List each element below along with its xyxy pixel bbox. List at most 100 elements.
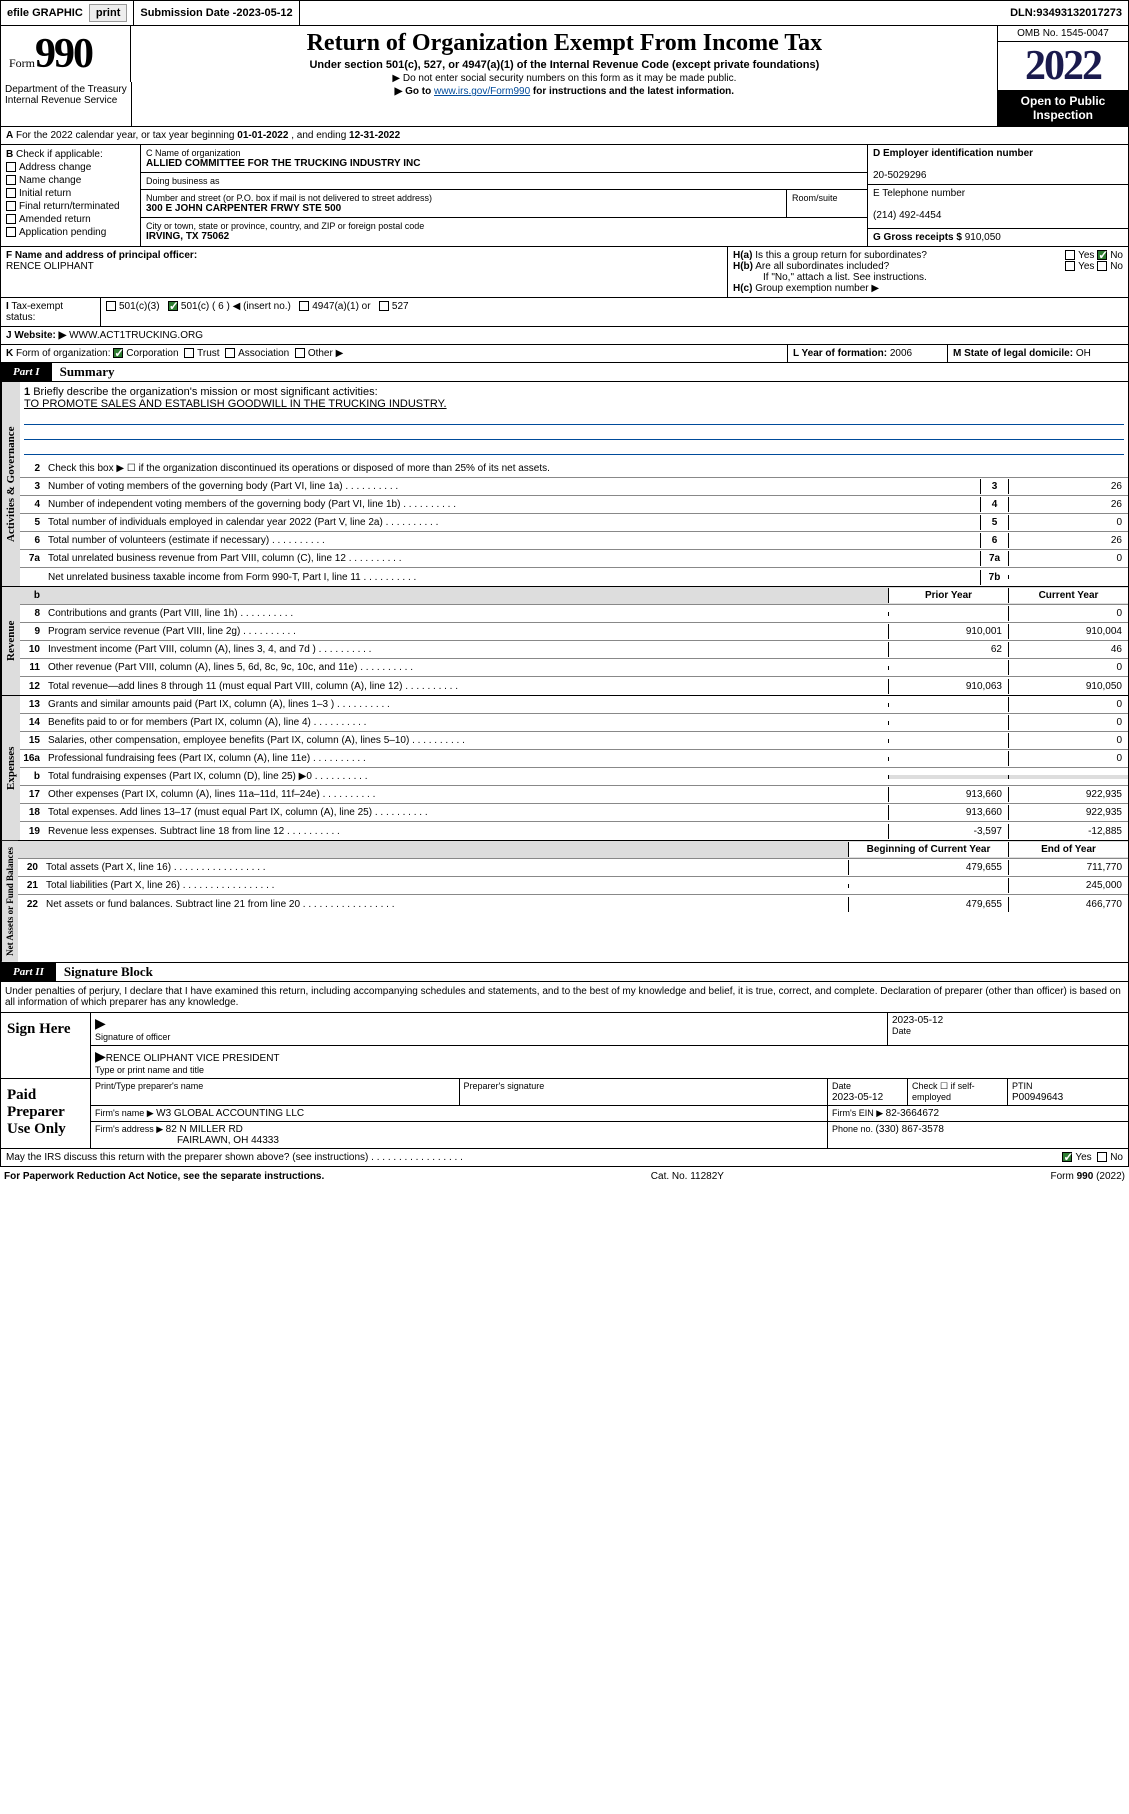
checkbox-name-change[interactable]: [6, 175, 16, 185]
part2-title: Signature Block: [56, 964, 153, 980]
revenue-block: Revenue b Prior Year Current Year 8Contr…: [0, 587, 1129, 696]
ptin-value: P00949643: [1012, 1092, 1063, 1103]
firm-address: 82 N MILLER RD: [166, 1124, 243, 1135]
ha-yes[interactable]: [1065, 250, 1075, 260]
part1-title: Summary: [52, 364, 115, 380]
title-block: Return of Organization Exempt From Incom…: [132, 26, 998, 126]
te-527[interactable]: [379, 301, 389, 311]
table-row: 20Total assets (Part X, line 16)479,6557…: [18, 859, 1128, 877]
activities-governance-block: Activities & Governance 1 Briefly descri…: [0, 382, 1129, 587]
discuss-yes[interactable]: [1062, 1152, 1072, 1162]
dln: DLN: 93493132017273: [1004, 1, 1128, 25]
te-501c[interactable]: [168, 301, 178, 311]
tab-expenses: Expenses: [1, 696, 20, 840]
line2-text: Check this box ▶ ☐ if the organization d…: [44, 461, 1128, 476]
sign-here-label: Sign Here: [1, 1013, 91, 1078]
form-note2: ▶ Go to www.irs.gov/Form990 for instruct…: [140, 86, 989, 97]
table-row: 15Salaries, other compensation, employee…: [20, 732, 1128, 750]
footer-center: Cat. No. 11282Y: [651, 1171, 724, 1182]
form-note1: ▶ Do not enter social security numbers o…: [140, 73, 989, 84]
hb-no[interactable]: [1097, 261, 1107, 271]
firm-ein: 82-3664672: [886, 1108, 939, 1119]
tab-revenue: Revenue: [1, 587, 20, 695]
checkbox-app-pending[interactable]: [6, 227, 16, 237]
form-number-block: Form990: [1, 26, 131, 82]
checkbox-final-return[interactable]: [6, 201, 16, 211]
discuss-no[interactable]: [1097, 1152, 1107, 1162]
netassets-block: Net Assets or Fund Balances Beginning of…: [0, 841, 1129, 963]
paid-preparer-label: Paid Preparer Use Only: [1, 1079, 91, 1148]
checkbox-initial-return[interactable]: [6, 188, 16, 198]
gross-label: G Gross receipts $: [873, 232, 965, 243]
part2-header: Part II Signature Block: [0, 963, 1129, 982]
kf-other[interactable]: [295, 348, 305, 358]
declaration-text: Under penalties of perjury, I declare th…: [0, 982, 1129, 1013]
tax-exempt-row: I Tax-exempt status: 501(c)(3) 501(c) ( …: [0, 298, 1129, 327]
submission-date: Submission Date - 2023-05-12: [134, 1, 299, 25]
checkbox-address-change[interactable]: [6, 162, 16, 172]
phone-value: (214) 492-4454: [873, 210, 941, 221]
city-label: City or town, state or province, country…: [146, 221, 862, 231]
officer-label: F Name and address of principal officer:: [6, 250, 197, 261]
form-subtitle: Under section 501(c), 527, or 4947(a)(1)…: [140, 59, 989, 71]
tab-netassets: Net Assets or Fund Balances: [1, 841, 18, 962]
table-row: 3Number of voting members of the governi…: [20, 478, 1128, 496]
dept-label: Department of the TreasuryInternal Reven…: [1, 82, 132, 126]
table-row: Net unrelated business taxable income fr…: [20, 568, 1128, 586]
paid-preparer-block: Paid Preparer Use Only Print/Type prepar…: [0, 1079, 1129, 1149]
form-header: Form990 Department of the TreasuryIntern…: [0, 26, 1129, 127]
table-row: 5Total number of individuals employed in…: [20, 514, 1128, 532]
footer-right: Form 990 (2022): [1051, 1171, 1125, 1182]
omb-number: OMB No. 1545-0047: [998, 26, 1128, 42]
phone-label: E Telephone number: [873, 188, 965, 199]
state-domicile: OH: [1076, 348, 1091, 359]
table-row: 10Investment income (Part VIII, column (…: [20, 641, 1128, 659]
revenue-header: b Prior Year Current Year: [20, 587, 1128, 605]
part1-header: Part I Summary: [0, 363, 1129, 382]
website-row: J Website: ▶ WWW.ACT1TRUCKING.ORG: [0, 327, 1129, 345]
te-501c3[interactable]: [106, 301, 116, 311]
may-discuss-row: May the IRS discuss this return with the…: [0, 1149, 1129, 1167]
expenses-block: Expenses 13Grants and similar amounts pa…: [0, 696, 1129, 841]
table-row: bTotal fundraising expenses (Part IX, co…: [20, 768, 1128, 786]
ha-no[interactable]: [1097, 250, 1107, 260]
firm-phone: (330) 867-3578: [876, 1124, 944, 1135]
gross-value: 910,050: [965, 232, 1001, 243]
table-row: 17Other expenses (Part IX, column (A), l…: [20, 786, 1128, 804]
checkbox-amended[interactable]: [6, 214, 16, 224]
page-footer: For Paperwork Reduction Act Notice, see …: [0, 1167, 1129, 1186]
name-address-column: C Name of organization ALLIED COMMITTEE …: [141, 145, 868, 246]
dba-label: Doing business as: [146, 176, 862, 186]
officer-name: RENCE OLIPHANT: [6, 261, 94, 272]
kf-assoc[interactable]: [225, 348, 235, 358]
part2-label: Part II: [1, 963, 56, 981]
te-4947[interactable]: [299, 301, 309, 311]
table-row: 21Total liabilities (Part X, line 26)245…: [18, 877, 1128, 895]
officer-printed-name: RENCE OLIPHANT VICE PRESIDENT: [106, 1053, 280, 1064]
kf-corp[interactable]: [113, 348, 123, 358]
table-row: 18Total expenses. Add lines 13–17 (must …: [20, 804, 1128, 822]
hb-yes[interactable]: [1065, 261, 1075, 271]
part1-label: Part I: [1, 363, 52, 381]
table-row: 13Grants and similar amounts paid (Part …: [20, 696, 1128, 714]
line-a: A For the 2022 calendar year, or tax yea…: [0, 127, 1129, 145]
irs-link[interactable]: www.irs.gov/Form990: [434, 86, 530, 97]
print-button[interactable]: print: [89, 4, 127, 22]
table-row: 19Revenue less expenses. Subtract line 1…: [20, 822, 1128, 840]
tab-activities: Activities & Governance: [1, 382, 20, 586]
city-value: IRVING, TX 75062: [146, 231, 862, 242]
table-row: 14Benefits paid to or for members (Part …: [20, 714, 1128, 732]
street-label: Number and street (or P.O. box if mail i…: [146, 193, 781, 203]
mission-label: Briefly describe the organization's miss…: [33, 386, 377, 398]
table-row: 6Total number of volunteers (estimate if…: [20, 532, 1128, 550]
kf-trust[interactable]: [184, 348, 194, 358]
table-row: 22Net assets or fund balances. Subtract …: [18, 895, 1128, 913]
room-label: Room/suite: [792, 193, 862, 203]
form-title: Return of Organization Exempt From Incom…: [140, 30, 989, 57]
org-name: ALLIED COMMITTEE FOR THE TRUCKING INDUST…: [146, 158, 862, 169]
ein-value: 20-5029296: [873, 170, 926, 181]
table-row: 12Total revenue—add lines 8 through 11 (…: [20, 677, 1128, 695]
ein-label: D Employer identification number: [873, 148, 1033, 159]
topbar: efile GRAPHIC print Submission Date - 20…: [0, 0, 1129, 26]
klm-row: K Form of organization: Corporation Trus…: [0, 345, 1129, 363]
